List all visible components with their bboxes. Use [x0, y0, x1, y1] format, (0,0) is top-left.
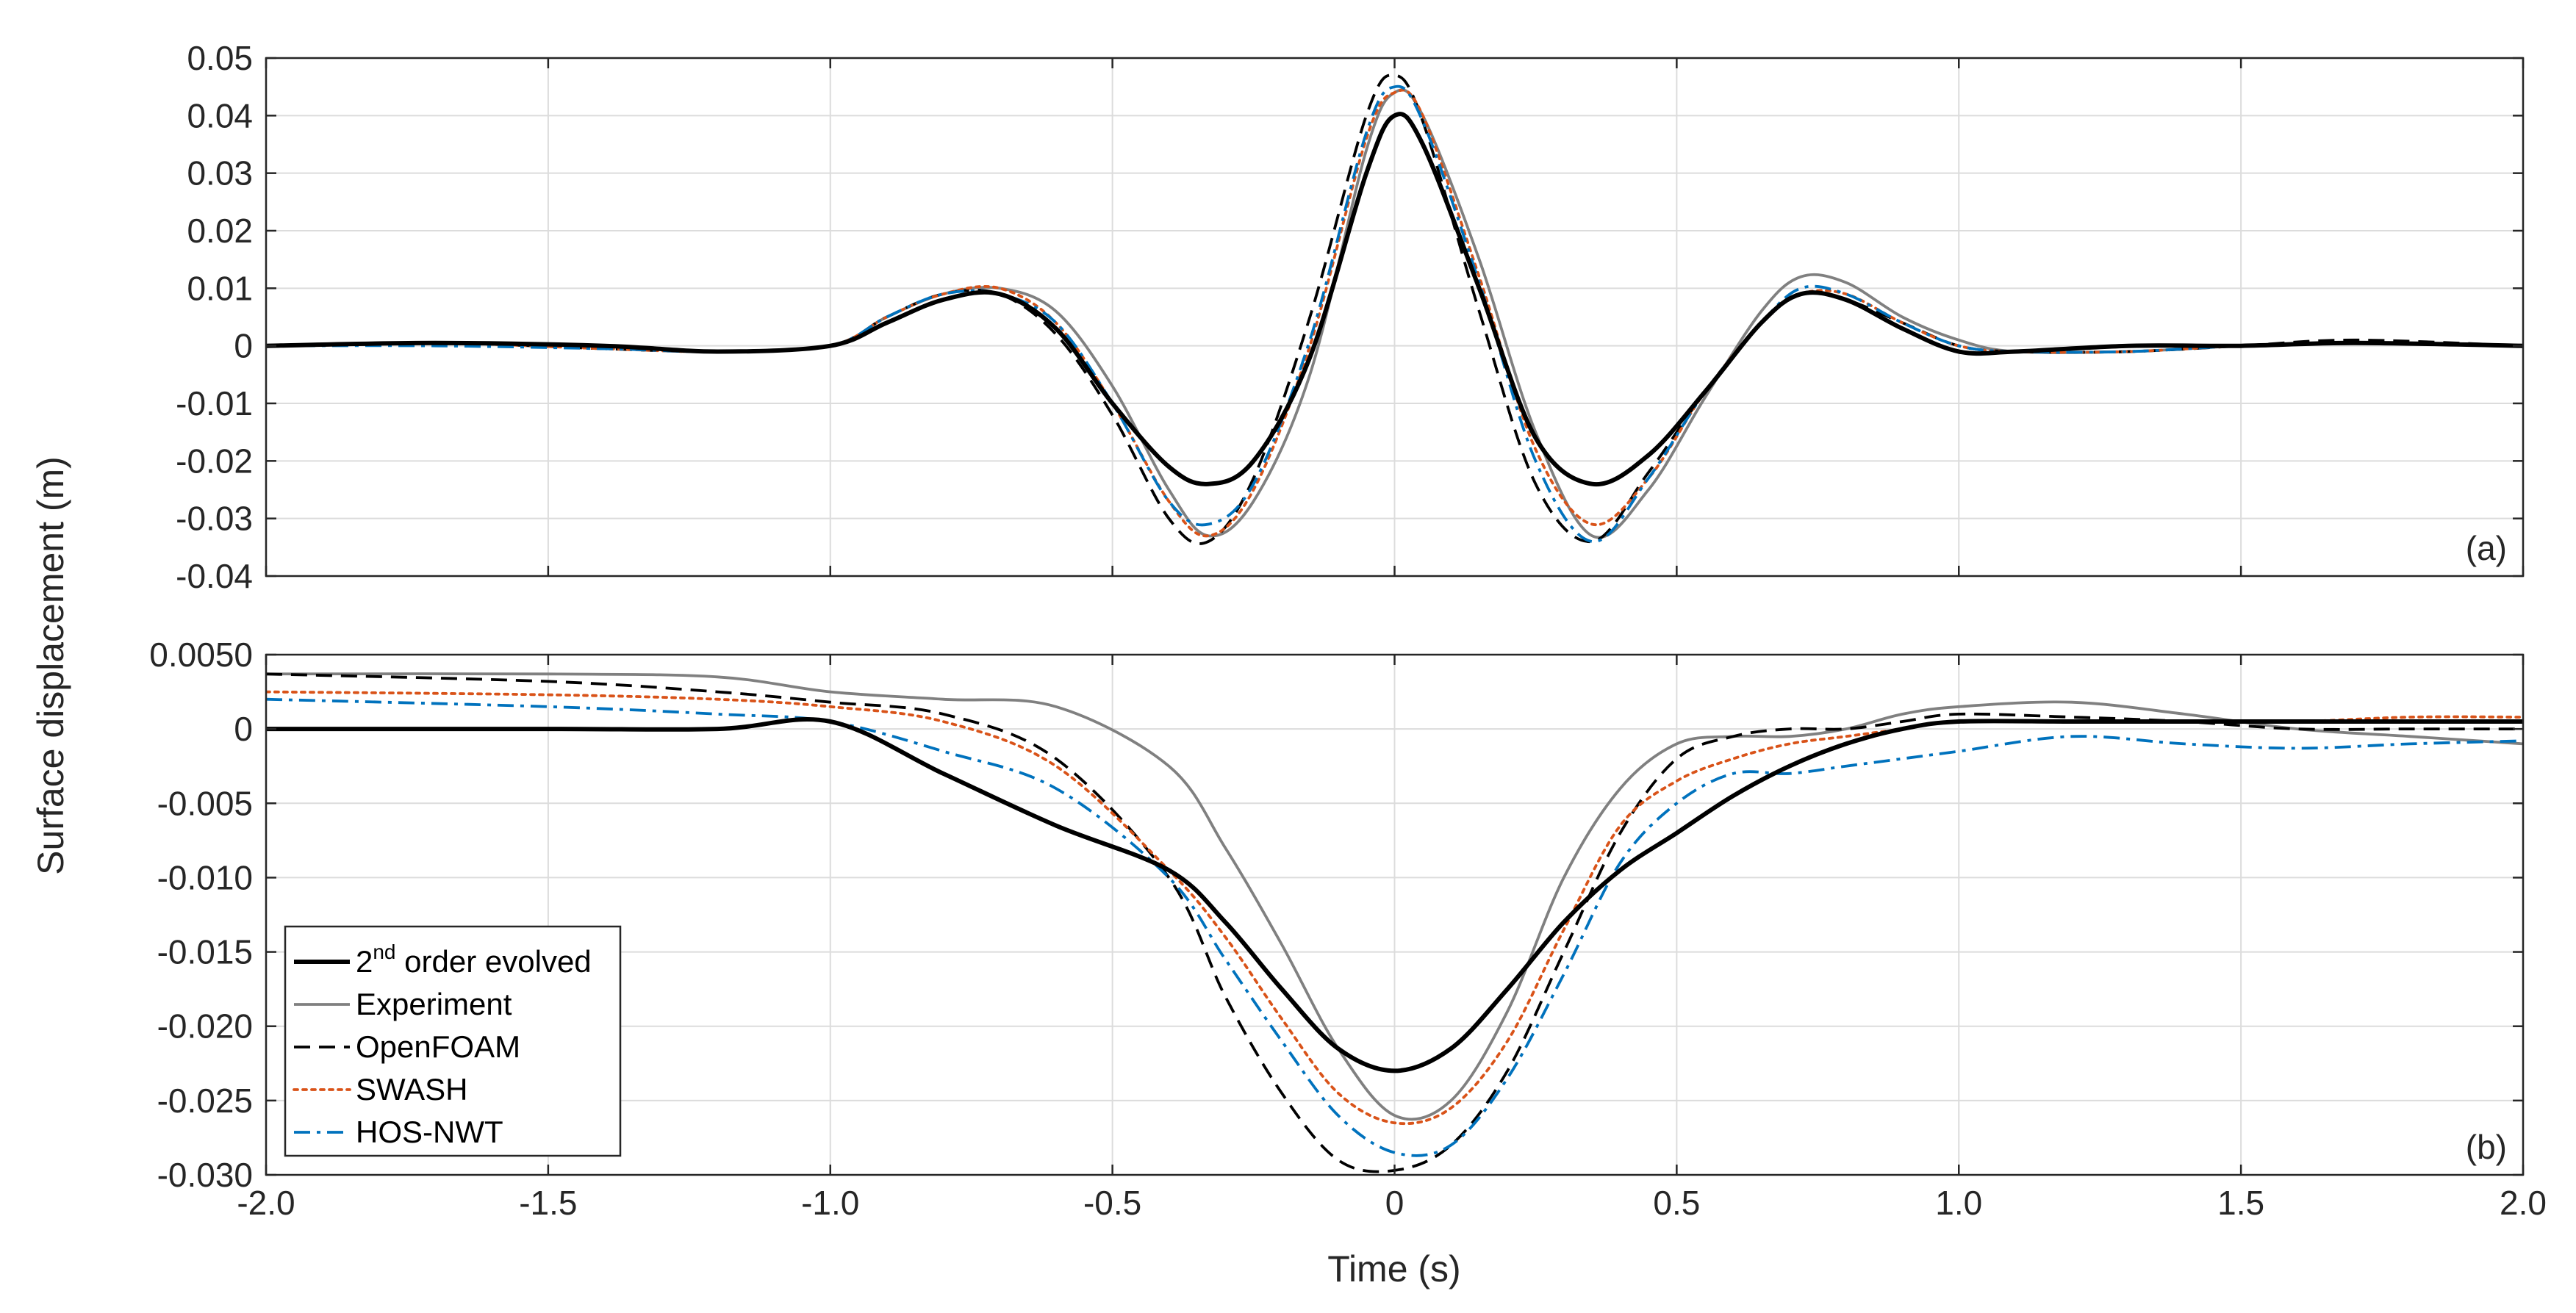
y-tick-label: -0.02 — [176, 442, 253, 480]
y-tick-label: 0.03 — [187, 154, 253, 193]
series-line-openfoam — [266, 672, 2523, 1173]
y-tick-label: -0.025 — [157, 1082, 253, 1120]
series-group — [266, 672, 2523, 1173]
series-line-evolved — [266, 717, 2523, 1073]
y-tick-label: -0.03 — [176, 500, 253, 538]
y-tick-label: 0.01 — [187, 269, 253, 307]
y-tick-label: -0.010 — [157, 858, 253, 896]
y-tick-label: 0.0050 — [149, 636, 253, 674]
y-tick-label: 0.04 — [187, 96, 253, 134]
legend-label-openfoam: OpenFOAM — [356, 1029, 520, 1064]
series-line-evolved — [266, 112, 2523, 487]
series-line-experiment — [266, 672, 2523, 1121]
panel-label: (a) — [2466, 529, 2507, 567]
x-tick-label: -1.0 — [801, 1184, 859, 1222]
legend-label-hos: HOS-NWT — [356, 1115, 503, 1149]
panel-label: (b) — [2466, 1128, 2507, 1166]
y-tick-label: 0 — [234, 710, 253, 748]
series-line-hos — [266, 697, 2523, 1157]
y-tick-label: -0.030 — [157, 1156, 253, 1194]
x-tick-label: -0.5 — [1083, 1184, 1141, 1222]
y-tick-label: -0.015 — [157, 933, 253, 971]
x-tick-label: -2.0 — [237, 1184, 295, 1222]
legend-label-swash: SWASH — [356, 1072, 467, 1107]
y-axis-label: Surface displacement (m) — [30, 456, 71, 875]
legend: 2nd order evolved Experiment OpenFOAM SWASH… — [284, 925, 622, 1157]
y-tick-label: -0.020 — [157, 1007, 253, 1046]
y-tick-label: -0.01 — [176, 384, 253, 422]
y-tick-label: 0.02 — [187, 212, 253, 250]
legend-box — [284, 925, 622, 1157]
legend-label-evolved: 2nd order evolved — [356, 940, 592, 979]
x-tick-label: 0 — [1385, 1184, 1404, 1222]
series-line-swash — [266, 690, 2523, 1126]
series-line-hos — [266, 84, 2523, 543]
x-tick-label: 2.0 — [2500, 1184, 2547, 1222]
x-tick-label: 1.0 — [1935, 1184, 1982, 1222]
y-tick-label: 0.05 — [187, 39, 253, 77]
series-group — [266, 73, 2523, 545]
y-tick-label: 0 — [234, 327, 253, 365]
panel-b: -2.0 -1.5 -1.0 -0.5 0 0.5 1.0 1.5 2.0 0.0050 0 -0.0… — [149, 636, 2547, 1222]
x-tick-label: -1.5 — [519, 1184, 577, 1222]
x-tick-label: 0.5 — [1653, 1184, 1700, 1222]
y-tick-label: -0.005 — [157, 784, 253, 822]
panel-a: 0.05 0.04 0.03 0.02 0.01 0 -0.01 -0.02 -0.03 -0.0… — [176, 39, 2525, 595]
x-axis-label: Time (s) — [1327, 1248, 1460, 1289]
legend-label-experiment: Experiment — [356, 987, 512, 1021]
x-tick-label: 1.5 — [2217, 1184, 2264, 1222]
y-tick-label: -0.04 — [176, 557, 253, 595]
